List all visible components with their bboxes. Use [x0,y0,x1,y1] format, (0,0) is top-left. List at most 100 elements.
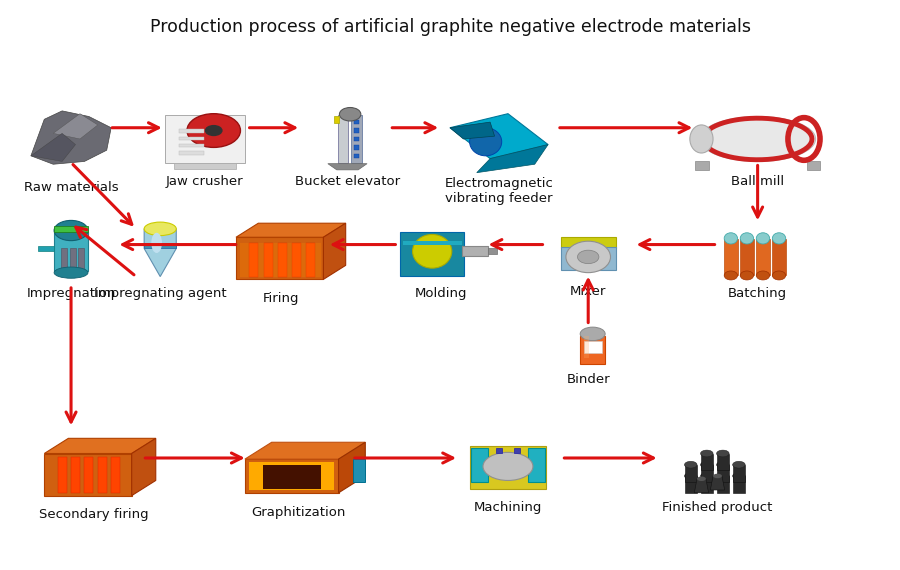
Polygon shape [85,458,94,493]
Ellipse shape [700,461,713,468]
Polygon shape [245,442,365,459]
Text: Firing: Firing [262,292,299,306]
Polygon shape [323,223,346,279]
Bar [334,116,339,123]
Text: Graphitization: Graphitization [251,506,346,519]
Ellipse shape [578,250,599,264]
Bar [716,454,729,470]
Text: Impregnation: Impregnation [26,287,116,300]
Ellipse shape [470,128,501,156]
Ellipse shape [685,461,697,468]
Polygon shape [71,458,80,493]
Polygon shape [98,458,107,493]
Polygon shape [53,113,98,139]
Bar [354,137,359,141]
Bar [54,231,88,271]
Polygon shape [44,454,131,496]
Bar [580,336,605,364]
Polygon shape [477,145,548,173]
Ellipse shape [740,233,753,244]
Ellipse shape [144,222,176,235]
Bar [338,115,348,163]
Bar [489,249,498,254]
Polygon shape [695,161,708,170]
Ellipse shape [339,108,361,121]
Bar [514,449,519,453]
Ellipse shape [580,327,605,341]
Polygon shape [710,476,724,490]
Polygon shape [806,161,820,170]
Text: Jaw crusher: Jaw crusher [166,176,244,189]
Polygon shape [450,113,548,158]
Bar [54,226,88,231]
Ellipse shape [716,450,729,457]
Bar [240,243,320,276]
Bar [527,448,545,482]
Ellipse shape [724,271,738,280]
Polygon shape [131,438,156,496]
Bar [724,239,738,275]
Ellipse shape [205,125,222,136]
Bar [165,115,245,163]
Ellipse shape [716,461,729,468]
Text: Bucket elevator: Bucket elevator [295,176,400,189]
Polygon shape [694,479,708,493]
Polygon shape [263,465,320,489]
Bar [772,239,786,275]
Polygon shape [278,243,287,276]
Text: Secondary firing: Secondary firing [39,508,148,521]
Bar [700,454,713,470]
Text: Binder: Binder [566,373,610,386]
Bar [561,237,616,249]
Text: Molding: Molding [415,287,467,300]
Bar [61,249,67,271]
Bar [77,249,84,271]
Text: Machining: Machining [473,501,542,514]
Polygon shape [338,442,365,493]
Polygon shape [112,458,120,493]
Bar [179,137,204,140]
Bar [685,465,697,482]
Ellipse shape [54,221,88,241]
Ellipse shape [713,474,722,478]
Bar [462,246,489,256]
Polygon shape [328,164,367,170]
Polygon shape [292,243,302,276]
Text: Ball mill: Ball mill [731,176,784,189]
Bar [144,243,176,249]
Text: Batching: Batching [728,287,788,300]
Polygon shape [450,122,495,139]
Bar [179,129,204,133]
Text: Finished product: Finished product [662,501,773,514]
Polygon shape [236,223,346,237]
Ellipse shape [566,241,610,272]
Ellipse shape [483,453,533,481]
Ellipse shape [740,271,753,280]
Polygon shape [44,438,156,454]
Bar [561,247,616,270]
Ellipse shape [700,473,713,479]
Ellipse shape [412,234,452,268]
Bar [179,151,204,154]
Text: Mixer: Mixer [570,285,607,298]
Bar [351,115,362,163]
Polygon shape [144,229,176,276]
Bar [353,459,365,482]
Text: Impregnating agent: Impregnating agent [94,287,227,300]
Bar [179,144,204,148]
Bar [756,239,770,275]
Bar [38,246,54,251]
Polygon shape [306,243,315,276]
Bar [354,153,359,158]
Polygon shape [264,243,273,276]
Bar [700,465,713,482]
Ellipse shape [54,267,88,278]
Bar [716,476,729,493]
Ellipse shape [697,477,706,481]
Bar [174,163,236,169]
Bar [354,145,359,150]
Bar [733,476,745,493]
Polygon shape [31,133,76,161]
Ellipse shape [690,125,713,153]
Polygon shape [236,237,323,279]
